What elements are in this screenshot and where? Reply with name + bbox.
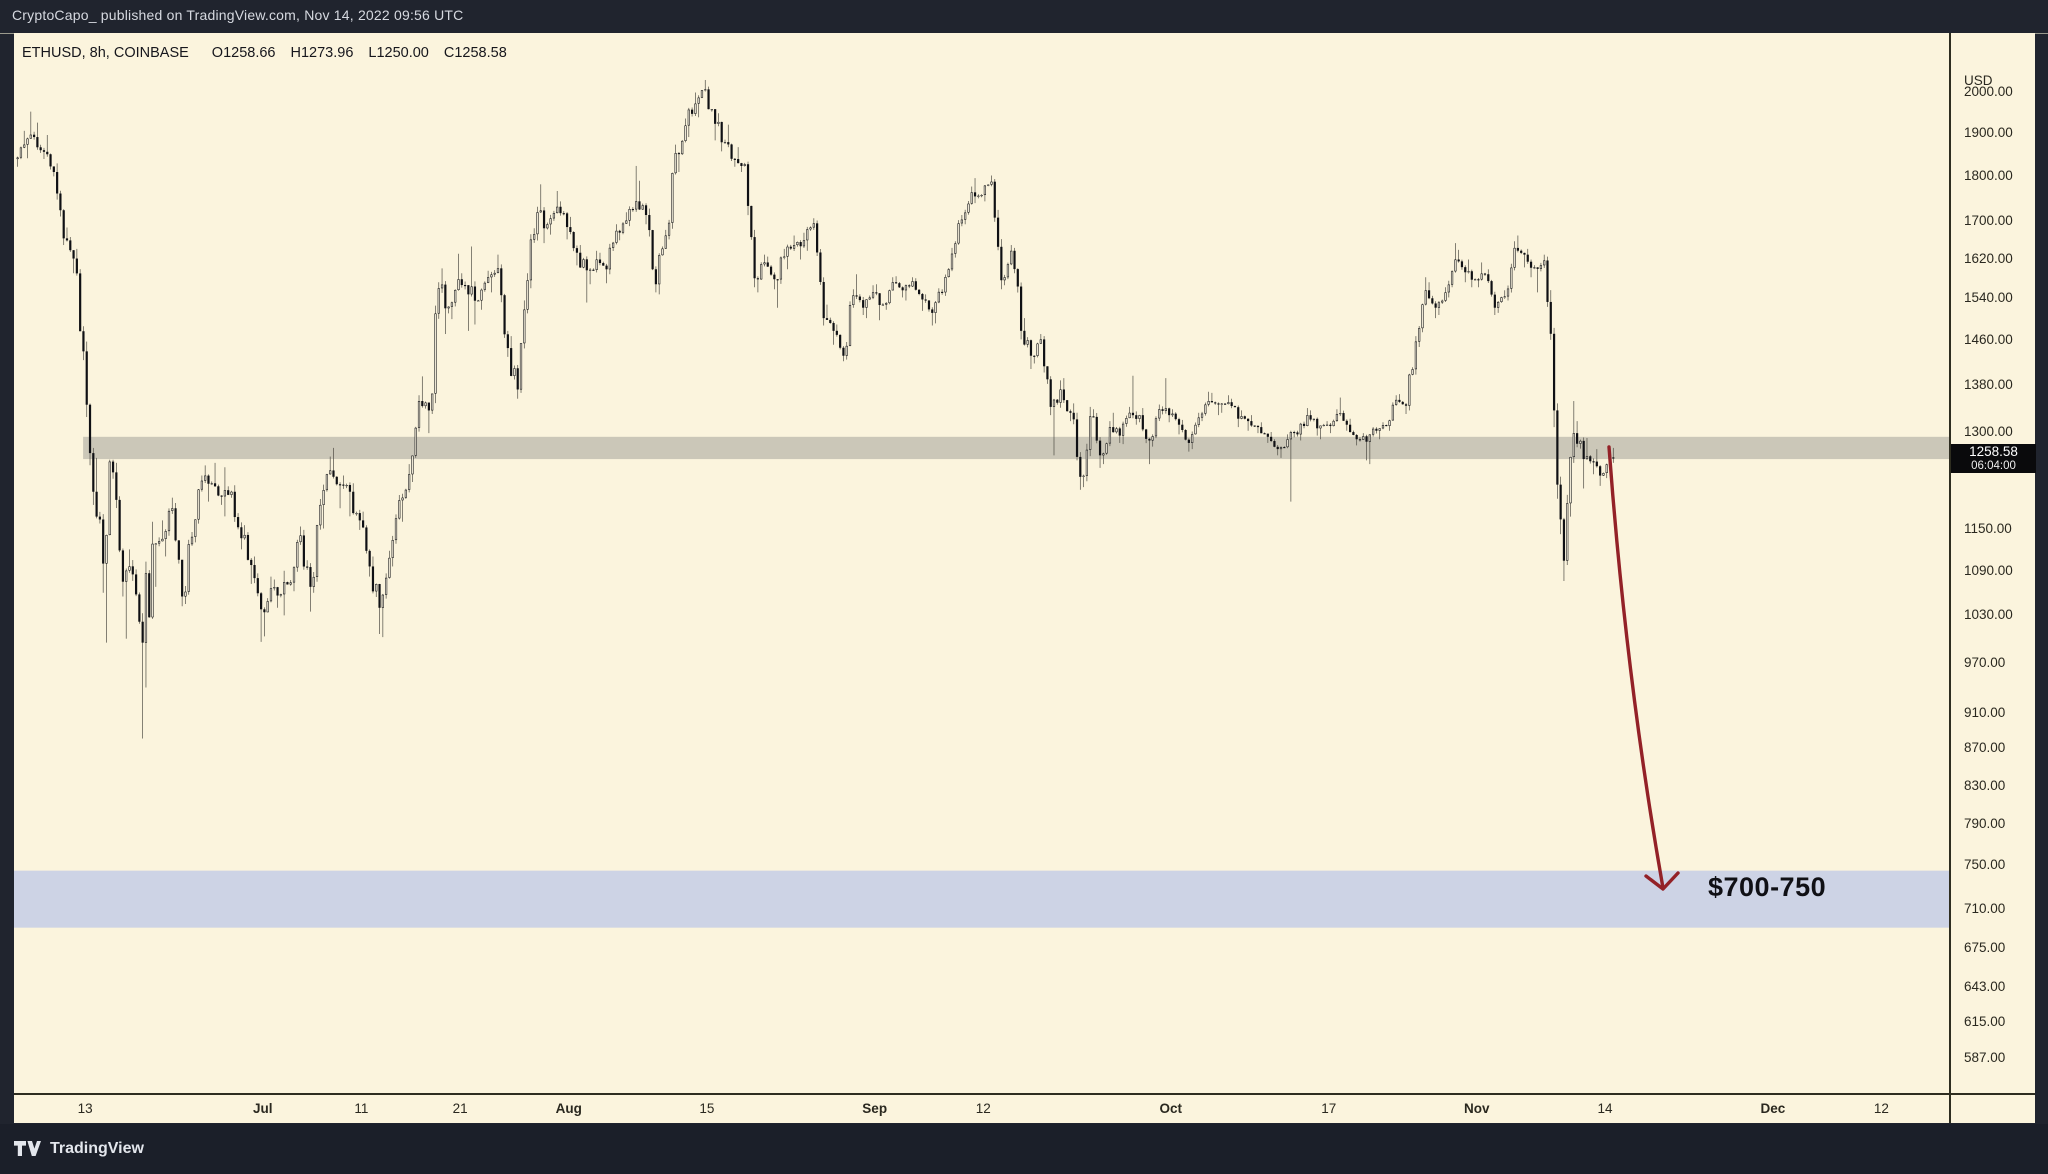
- price-axis[interactable]: USD 2000.00 1900.00 1800.00 1700.00 1620.00 1…: [1951, 33, 2035, 1095]
- price-tick: 1090.00: [1964, 562, 2013, 578]
- price-tick: 970.00: [1964, 654, 2006, 670]
- price-tick: 675.00: [1964, 940, 2006, 956]
- price-tick: 710.00: [1964, 900, 2006, 916]
- time-axis-separator: [14, 1093, 2035, 1095]
- tradingview-logo-icon[interactable]: [14, 1141, 41, 1157]
- price-tick: 1800.00: [1964, 167, 2013, 183]
- price-tick: 2000.00: [1964, 84, 2013, 100]
- price-tick: 1150.00: [1964, 520, 2012, 536]
- time-tick: Sep: [862, 1101, 888, 1116]
- symbol-title: ETHUSD, 8h, COINBASE: [22, 45, 189, 61]
- time-tick: 12: [1873, 1101, 1889, 1116]
- legend-high: H1273.96: [290, 45, 354, 61]
- price-tick: 1900.00: [1964, 124, 2013, 140]
- target-zone-label: $700-750: [1708, 872, 1827, 902]
- price-tick: 1380.00: [1964, 376, 2013, 392]
- price-tick: 1540.00: [1964, 290, 2013, 306]
- time-tick: Jul: [252, 1101, 273, 1116]
- price-tick: 1620.00: [1964, 250, 2013, 266]
- chart-plot-pane[interactable]: $700-750: [14, 33, 1950, 1093]
- candlestick-canvas[interactable]: [14, 33, 1950, 1093]
- time-tick: Dec: [1760, 1101, 1786, 1116]
- footer-brand[interactable]: TradingView: [50, 1140, 144, 1157]
- time-tick: 12: [975, 1101, 991, 1116]
- time-tick: 21: [452, 1101, 468, 1116]
- price-tick: 587.00: [1964, 1050, 2006, 1066]
- price-tick: 643.00: [1964, 978, 2006, 994]
- price-axis-separator: [1949, 33, 1951, 1123]
- time-tick: 15: [699, 1101, 715, 1116]
- price-tick: 830.00: [1964, 777, 2006, 793]
- publish-bar: CryptoCapo_ published on TradingView.com…: [0, 0, 2048, 34]
- axis-corner-cell: [1950, 1095, 2035, 1123]
- time-tick: 13: [77, 1101, 93, 1116]
- price-tick: 1460.00: [1964, 332, 2013, 348]
- candle-countdown: 06:04:00: [1971, 459, 2016, 472]
- price-tick: 750.00: [1964, 857, 2006, 873]
- time-tick: Nov: [1463, 1101, 1490, 1116]
- price-tick: 1030.00: [1964, 607, 2013, 623]
- last-price-label: 1258.58 06:04:00: [1951, 444, 2036, 473]
- publish-text: CryptoCapo_ published on TradingView.com…: [12, 7, 464, 23]
- symbol-legend: ETHUSD, 8h, COINBASE O1258.66 H1273.96 L…: [22, 45, 507, 61]
- time-tick: Oct: [1159, 1101, 1183, 1116]
- price-tick: 1700.00: [1964, 212, 2013, 228]
- price-tick: 615.00: [1964, 1013, 2006, 1029]
- footer-bar: TradingView: [0, 1124, 2048, 1174]
- price-axis-currency-label: USD: [1964, 73, 1993, 88]
- price-tick: 1300.00: [1964, 423, 2013, 439]
- price-tick: 790.00: [1964, 816, 2006, 832]
- last-price-value: 1258.58: [1969, 444, 2018, 460]
- legend-close: C1258.58: [443, 45, 507, 61]
- time-axis[interactable]: 13 Jul 11 21 Aug 15 Sep 12 Oct 17 Nov 14 Dec 12: [14, 1095, 1950, 1123]
- price-tick: 870.00: [1964, 740, 2006, 756]
- price-tick: 910.00: [1964, 705, 2006, 720]
- time-tick: 11: [354, 1101, 369, 1116]
- legend-open: O1258.66: [211, 45, 276, 61]
- legend-low: L1250.00: [368, 45, 429, 61]
- time-tick: 14: [1597, 1101, 1613, 1116]
- time-tick: Aug: [555, 1101, 582, 1116]
- time-tick: 17: [1321, 1101, 1337, 1116]
